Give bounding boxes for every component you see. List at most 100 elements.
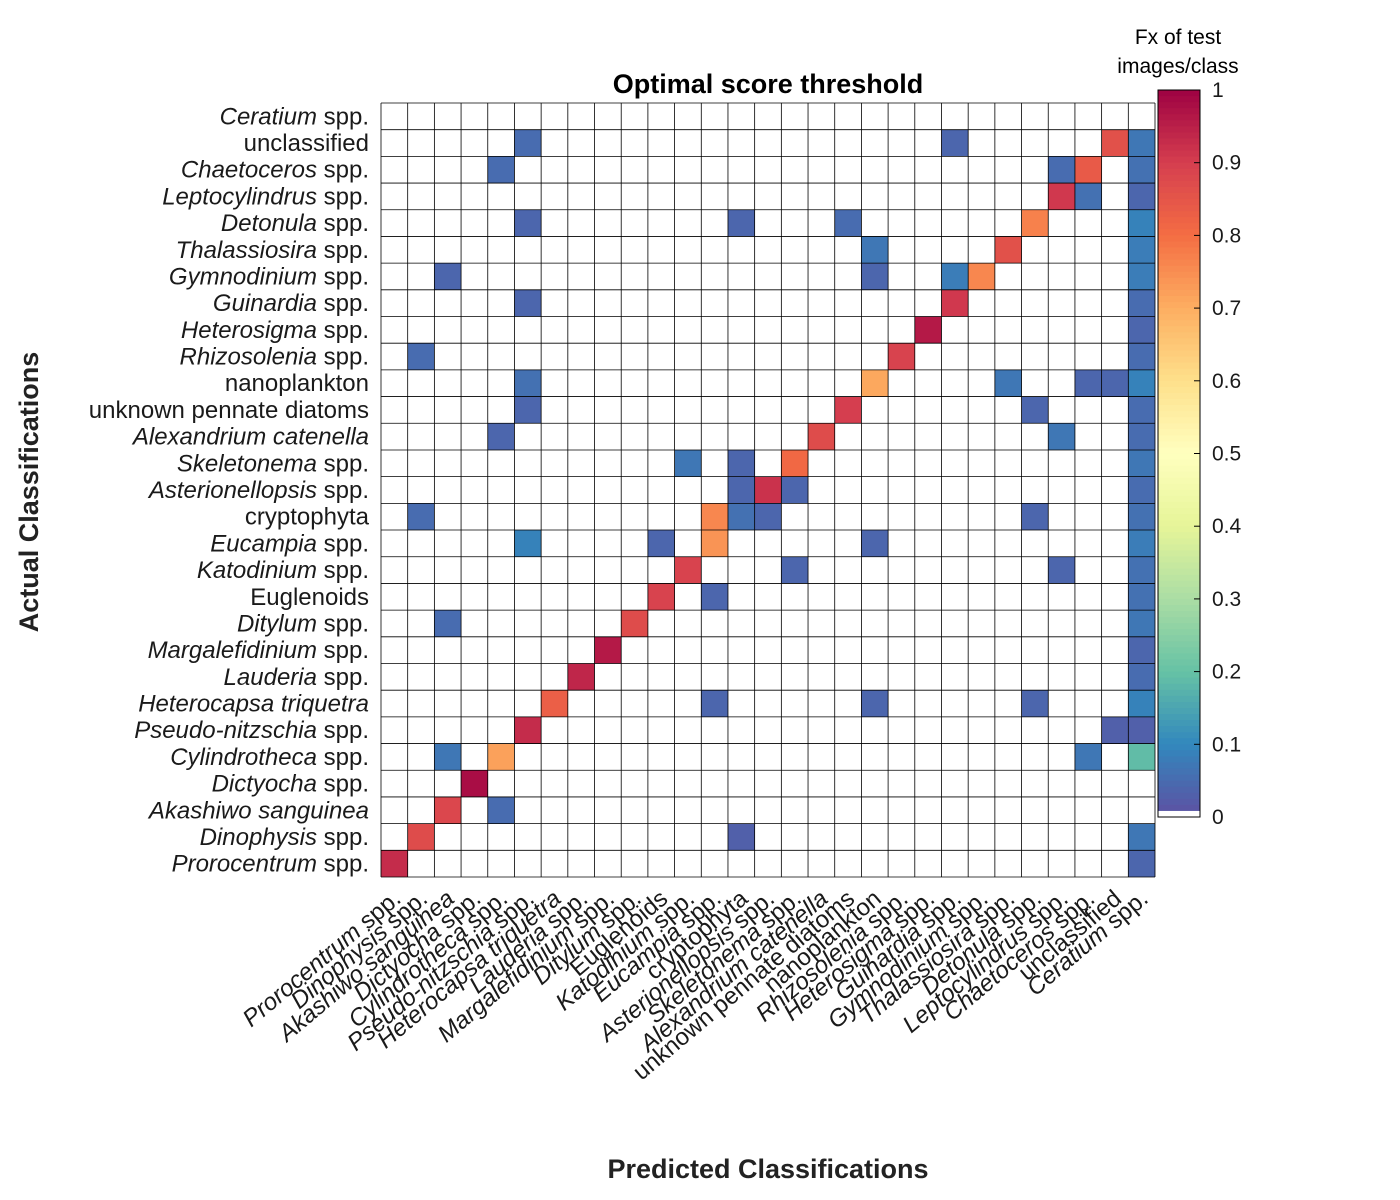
colorbar-segment [1158,689,1200,697]
class-name-suffix: spp. [317,103,369,130]
row-label: Leptocylindrus spp. [162,183,369,210]
row-label: Dinophysis spp. [200,824,369,851]
colorbar-segment [1158,495,1200,503]
heatmap-cell [834,396,862,424]
class-name-italic: Chaetoceros [181,157,317,184]
colorbar-segment [1158,205,1200,212]
colorbar-segment [1158,520,1200,527]
class-name-italic: Heterosigma [181,317,317,344]
colorbar-tick-label: 0 [1212,806,1224,829]
heatmap-cell [514,289,542,317]
colorbar-segment [1158,374,1200,382]
row-label: Akashiwo sanguinea [147,797,369,824]
class-name-italic: Katodinium [197,557,317,584]
heatmap-cell [727,503,755,531]
class-name-suffix: spp. [317,210,369,237]
colorbar-segment [1158,229,1200,236]
heatmap-cell [1128,583,1155,611]
colorbar-segment [1158,350,1200,358]
colorbar-segment [1158,514,1200,521]
heatmap-cell [434,743,462,771]
heatmap-cell [1101,369,1129,397]
class-name-italic: Eucampia [210,530,317,557]
colorbar-segment [1158,568,1200,576]
colorbar-segment [1158,707,1200,715]
heatmap-cell [407,343,435,370]
heatmap-cell [487,156,515,184]
heatmap-cell [434,796,462,824]
heatmap-cell [1128,396,1155,424]
colorbar-segment [1158,810,1200,818]
class-name-suffix: spp. [317,771,369,798]
colorbar-segment [1158,617,1200,624]
colorbar-segment [1158,659,1200,667]
colorbar-tick-label: 0.8 [1212,224,1241,247]
colorbar-segment [1158,114,1200,121]
row-label: Katodinium spp. [197,557,369,584]
heatmap-cell [781,476,809,504]
x-axis-title: Predicted Classifications [607,1154,928,1184]
heatmap-cell [1128,476,1155,504]
colorbar-segment [1158,804,1200,812]
colorbar-segment [1158,786,1200,794]
heatmap-cell [754,476,782,504]
colorbar-segment [1158,271,1200,279]
colorbar-tick-label: 0.7 [1212,297,1241,320]
colorbar-segment [1158,465,1200,473]
colorbar-segment [1158,211,1200,218]
colorbar-segment [1158,726,1200,733]
heatmap-cell [1128,503,1155,531]
colorbar-segment [1158,156,1200,164]
heatmap-cell [1021,503,1049,531]
colorbar-segment [1158,120,1200,127]
heatmap-cell [727,449,755,477]
row-label: Rhizosolenia spp. [180,344,369,371]
row-label: unknown pennate diatoms [89,397,369,424]
colorbar-segment [1158,683,1200,691]
heatmap-cell [1048,156,1075,184]
colorbar-segment [1158,192,1200,200]
heatmap-cell [1048,183,1075,210]
heatmap-cell [514,209,542,237]
heatmap-cell [968,263,995,290]
class-name-suffix: cryptophyta [245,504,370,531]
heatmap-cell [1128,236,1155,264]
heatmap-cell [1101,129,1129,157]
colorbar-segment [1158,544,1200,552]
heatmap-cell [861,690,889,717]
colorbar-segment [1158,386,1200,394]
class-name-italic: Leptocylindrus [162,183,317,210]
colorbar-tick-label: 1 [1212,79,1224,102]
colorbar-segment [1158,701,1200,709]
heatmap-cell [434,263,462,290]
colorbar-segment [1158,562,1200,570]
heatmap-cell [1048,556,1075,584]
colorbar-segment [1158,744,1200,751]
heatmap-cell [1074,183,1102,210]
row-label: nanoplankton [225,370,369,397]
heatmap-cell [461,770,488,797]
heatmap-cell [381,850,408,877]
colorbar-segment [1158,411,1200,418]
colorbar-segment [1158,96,1200,103]
heatmap-cell [487,423,515,450]
row-label: Ditylum spp. [237,610,369,637]
colorbar-tick-label: 0.6 [1212,370,1241,393]
colorbar-segment [1158,489,1200,497]
colorbar-segment [1158,441,1200,449]
heatmap-cell [1128,530,1155,557]
colorbar-segment [1158,792,1200,800]
colorbar-segment [1158,283,1200,291]
colorbar-segment [1158,295,1200,303]
colorbar-segment [1158,501,1200,509]
heatmap-cell [701,583,728,611]
class-name-italic: Rhizosolenia [180,344,317,371]
class-name-suffix: Euglenoids [250,584,369,611]
class-name-italic: Dictyocha [212,771,317,798]
class-name-italic: Skeletonema [177,450,317,477]
row-label: Gymnodinium spp. [169,263,369,290]
heatmap-cell [808,423,835,450]
heatmap-cell [1128,343,1155,370]
colorbar-segment [1158,405,1200,412]
colorbar-segment [1158,223,1200,230]
